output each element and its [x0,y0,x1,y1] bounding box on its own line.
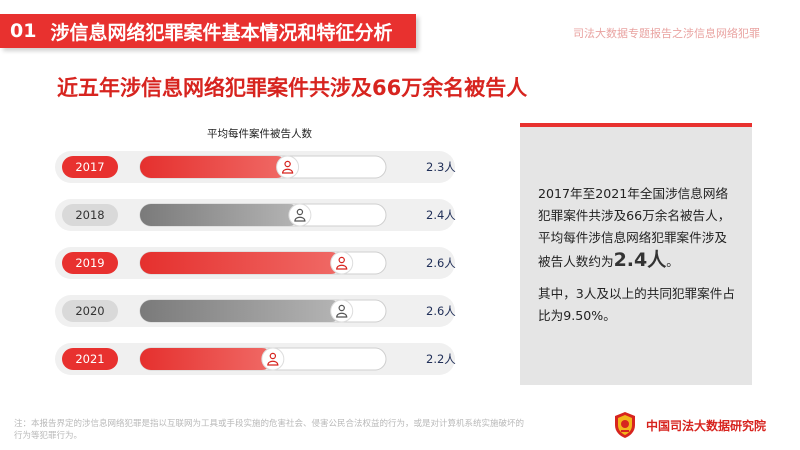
bar-fill [140,348,273,370]
bar-fill [140,252,342,274]
value-label: 2.6人 [426,256,456,270]
value-label: 2.4人 [426,208,456,222]
person-icon-body [336,312,348,318]
section-title: 涉信息网络犯罪案件基本情况和特征分析 [50,21,393,44]
year-pill [62,252,118,274]
year-label: 2020 [75,304,104,318]
year-pill [62,156,118,178]
section-header: 01 涉信息网络犯罪案件基本情况和特征分析 [0,14,416,48]
person-icon-body [267,360,279,366]
value-label: 2.3人 [426,160,456,174]
person-icon [269,352,277,360]
summary-text-1-tail: 。 [666,254,679,269]
summary-paragraph-2: 其中，3人及以上的共同犯罪案件占比为9.50%。 [538,286,735,323]
year-pill [62,300,118,322]
chart-title: 平均每件案件被告人数 [207,128,312,140]
page-subtitle: 近五年涉信息网络犯罪案件共涉及66万余名被告人 [57,76,528,100]
bar-fill [140,156,288,178]
bar-fill [140,204,300,226]
person-icon [284,160,291,168]
summary-panel: 2017年至2021年全国涉信息网络犯罪案件共涉及66万余名被告人，平均每件涉信… [520,123,752,385]
bar-fill [140,300,342,322]
organization-logo: 中国司法大数据研究院 [612,411,766,439]
organization-name: 中国司法大数据研究院 [646,418,767,433]
report-series-label: 司法大数据专题报告之涉信息网络犯罪 [573,27,760,40]
person-icon [338,304,345,312]
footnote: 注：本报告界定的涉信息网络犯罪是指以互联网为工具或手段实施的危害社会、侵害公民合… [14,419,525,441]
person-icon [338,256,345,264]
year-label: 2021 [75,352,104,366]
summary-text-1: 2017年至2021年全国涉信息网络犯罪案件共涉及66万余名被告人，平均每件涉信… [538,186,731,269]
court-emblem-icon [615,412,635,438]
defendant-chart: 2017 2.3人 2018 2.4人 2019 2.6人 2020 2.6人 2021 2.2人 [55,151,456,375]
chart-canvas: 2017 2.3人 2018 2.4人 2019 2.6人 2020 2.6人 2021 2.2人 [55,151,456,375]
year-label: 2019 [75,256,104,270]
year-label: 2017 [75,160,104,174]
person-icon-body [281,168,294,174]
year-label: 2018 [75,208,104,222]
person-icon-body [336,264,348,270]
year-pill [62,348,118,370]
value-label: 2.2人 [426,352,456,366]
section-number: 01 [10,20,37,42]
person-icon-body [294,216,306,222]
summary-paragraph-1: 2017年至2021年全国涉信息网络犯罪案件共涉及66万余名被告人，平均每件涉信… [538,183,738,273]
person-icon [296,208,304,216]
year-pill [62,204,118,226]
summary-highlight-value: 2.4人 [613,249,667,271]
value-label: 2.6人 [426,304,456,318]
